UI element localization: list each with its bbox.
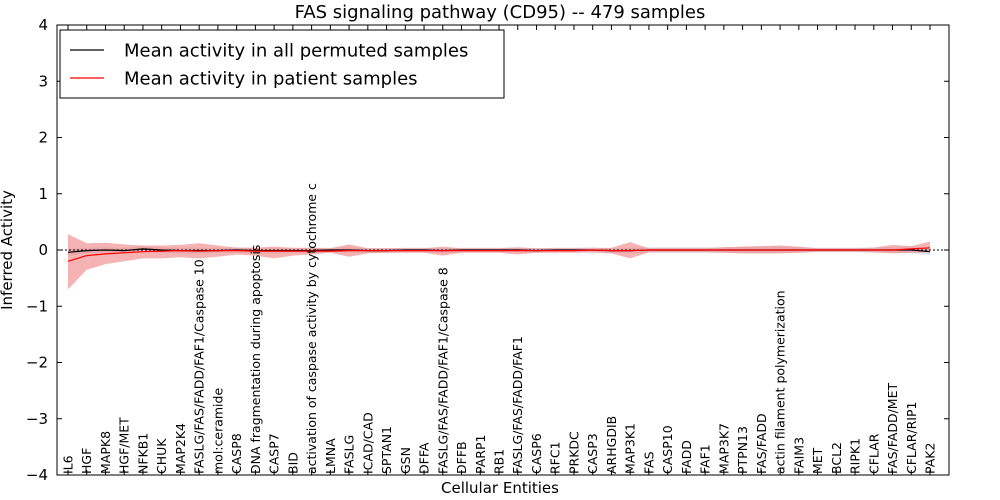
x-tick-label: MET xyxy=(810,447,825,474)
x-tick-label: mol:ceramide xyxy=(210,388,225,474)
x-tick-label: MAP2K4 xyxy=(173,423,188,474)
x-tick-label: CASP10 xyxy=(660,425,675,474)
x-tick-label: RFC1 xyxy=(548,441,563,474)
x-tick-label: FASLG/FAS/FADD/FAF1 xyxy=(510,336,525,474)
x-tick-label: actin filament polymerization xyxy=(773,290,788,474)
y-tick-label: 1 xyxy=(38,185,48,203)
plot-area xyxy=(57,234,949,290)
legend-label-permuted: Mean activity in all permuted samples xyxy=(124,41,468,62)
x-tick-label: CASP3 xyxy=(585,433,600,474)
y-tick-label: −4 xyxy=(26,466,48,484)
x-tick-label: DNA fragmentation during apoptosis xyxy=(248,245,263,474)
x-tick-label: FADD xyxy=(679,440,694,474)
y-tick-label: −2 xyxy=(26,354,48,372)
x-tick-label: GSN xyxy=(398,447,413,474)
legend-box xyxy=(59,29,505,99)
plot-frame xyxy=(56,24,950,476)
x-tick-label: FAS/FADD xyxy=(754,413,769,474)
y-tick-label: 2 xyxy=(38,129,48,147)
y-axis-label: Inferred Activity xyxy=(0,190,16,310)
x-tick-label: RIPK1 xyxy=(848,438,863,474)
x-tick-label: CFLAR xyxy=(866,433,881,474)
x-tick-label: FAIM3 xyxy=(791,437,806,474)
x-tick-label: MAPK8 xyxy=(98,431,113,474)
series-line-1 xyxy=(67,247,931,262)
x-tick-label: NFKB1 xyxy=(136,433,151,474)
series-band-1 xyxy=(68,234,930,290)
x-tick-label: DFFB xyxy=(454,441,469,474)
chart-title: FAS signaling pathway (CD95) -- 479 samp… xyxy=(295,2,706,23)
axis-ticks: −4 −3 −2 −1 0 1 2 3 4 IL6 HGF MAPK8 HGF/MET NFKB1 CHUK… xyxy=(26,16,949,484)
y-tick-label: 0 xyxy=(38,241,48,259)
x-tick-label: DFFA xyxy=(417,442,432,474)
legend: Mean activity in all permuted samples Me… xyxy=(59,29,505,99)
x-tick-label: HGF/MET xyxy=(117,417,132,474)
y-tick-label: 3 xyxy=(38,72,48,90)
x-tick-label: MAP3K7 xyxy=(716,423,731,474)
x-tick-label: PRKDC xyxy=(567,431,582,474)
x-tick-label: HGF xyxy=(79,448,94,474)
x-tick-label: BCL2 xyxy=(829,442,844,474)
y-tick-label: 4 xyxy=(38,16,48,34)
x-tick-label: CFLAR/RIP1 xyxy=(904,402,919,474)
x-tick-label: LMNA xyxy=(323,438,338,474)
x-tick-label: PTPN13 xyxy=(735,426,750,474)
x-tick-label: FASLG/FAS/FADD/FAF1/Caspase 8 xyxy=(435,267,450,474)
x-tick-label: RB1 xyxy=(492,449,507,474)
x-tick-label: FAF1 xyxy=(698,444,713,474)
x-tick-label: CASP7 xyxy=(267,433,282,474)
x-tick-label: ICAD/CAD xyxy=(360,412,375,474)
x-tick-label: BID xyxy=(285,452,300,474)
x-tick-label: CHUK xyxy=(154,438,169,474)
y-tick-label: −1 xyxy=(26,297,48,315)
legend-label-patient: Mean activity in patient samples xyxy=(124,69,418,90)
x-tick-label: CASP8 xyxy=(229,433,244,474)
x-tick-label: CASP6 xyxy=(529,433,544,474)
y-tick-label: −3 xyxy=(26,410,48,428)
x-tick-label: FAS/FADD/MET xyxy=(885,383,900,474)
x-tick-label: MAP3K1 xyxy=(623,423,638,474)
x-tick-label: FASLG/FAS/FADD/FAF1/Caspase 10 xyxy=(192,259,207,474)
x-tick-label: PAK2 xyxy=(923,443,938,474)
x-tick-label: activation of caspase activity by cytoch… xyxy=(304,183,319,474)
x-tick-label: IL6 xyxy=(61,455,76,474)
x-tick-label: ARHGDIB xyxy=(604,416,619,474)
x-axis-label: Cellular Entities xyxy=(441,479,559,497)
x-tick-label: FAS xyxy=(641,451,656,474)
x-tick-label: FASLG xyxy=(342,435,357,474)
x-tick-label: PARP1 xyxy=(473,435,488,474)
x-tick-label: SPTAN1 xyxy=(379,426,394,474)
